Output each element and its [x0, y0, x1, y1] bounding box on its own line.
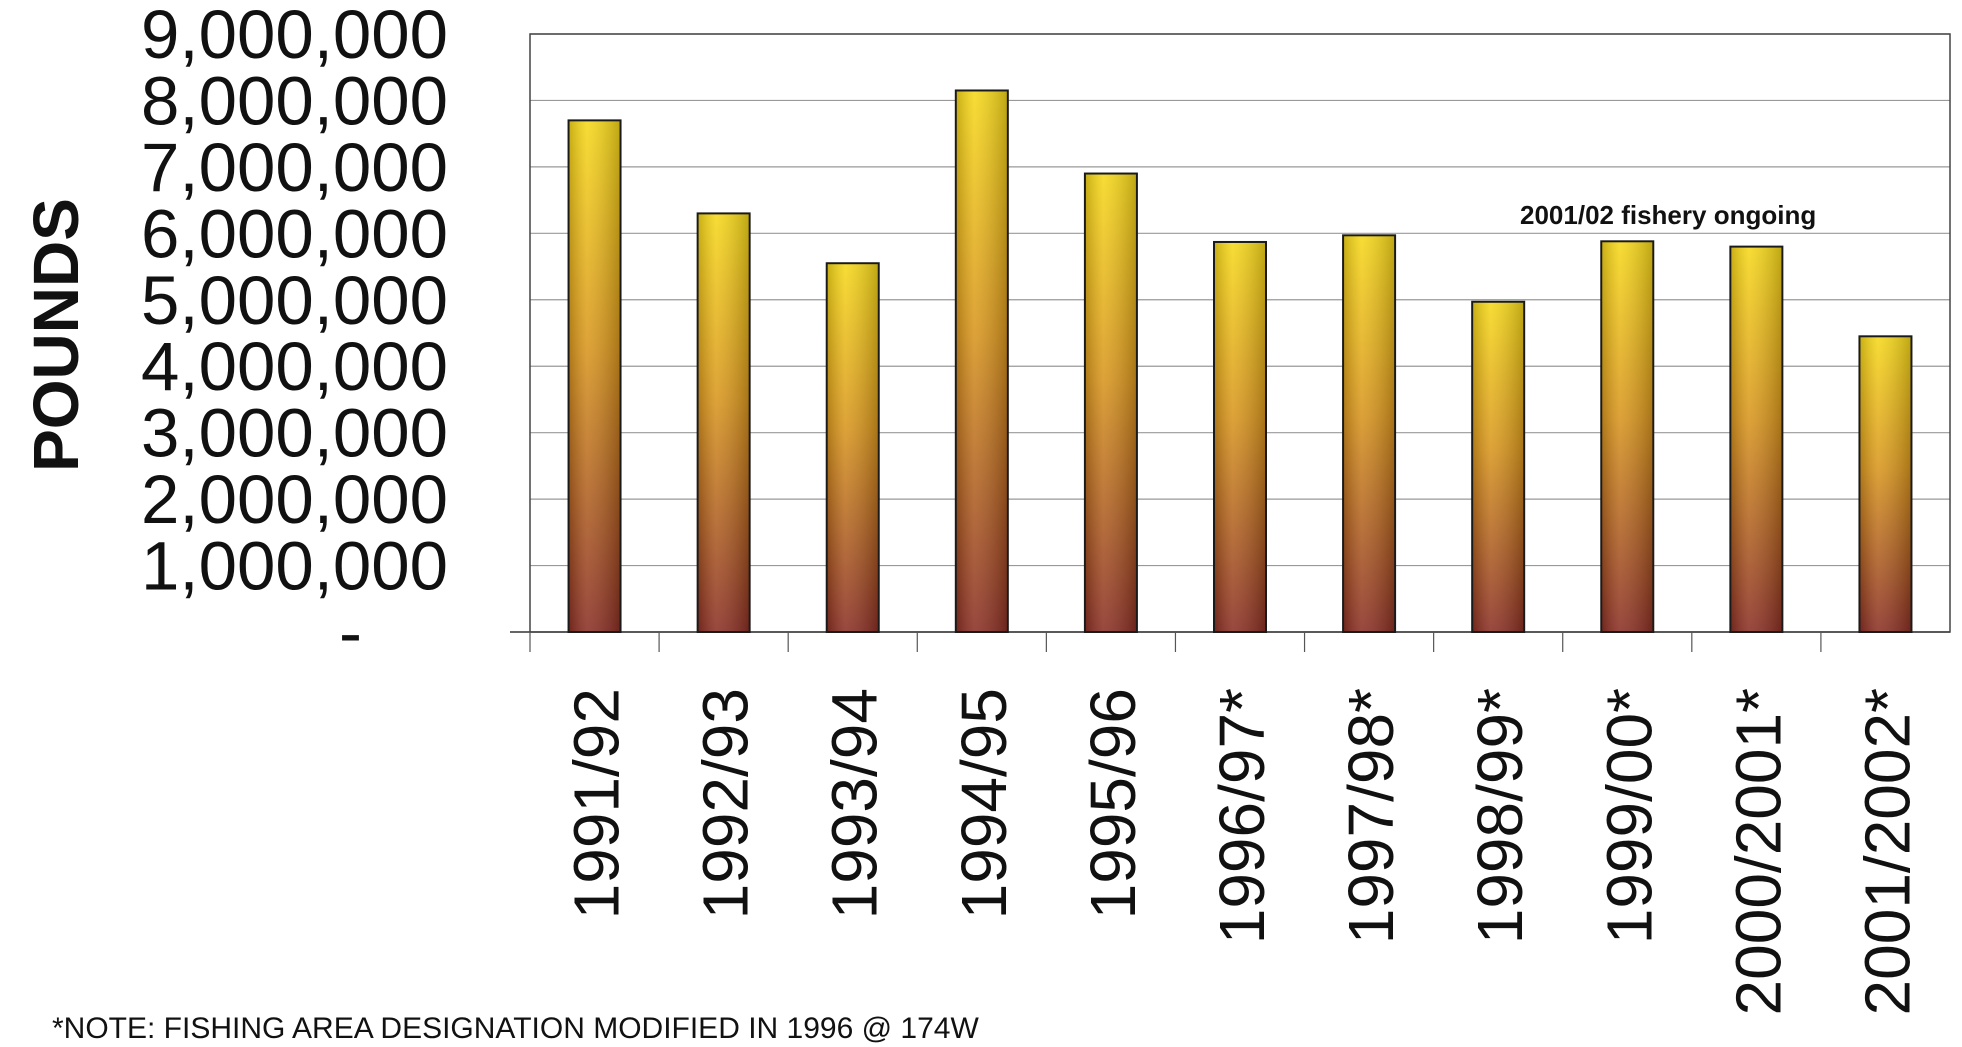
y-tick-label: 6,000,000: [141, 195, 448, 272]
bars: [567, 89, 1913, 634]
bar: [1729, 245, 1784, 633]
bar: [954, 89, 1009, 633]
x-tick-label: 2000/2001*: [1722, 688, 1794, 1015]
bar: [1471, 300, 1526, 633]
bar-shading: [1473, 302, 1524, 631]
bar-shading: [1085, 174, 1136, 632]
y-tick-label: 1,000,000: [141, 528, 448, 605]
bar: [696, 212, 751, 633]
bar-shading: [1860, 337, 1911, 631]
bar: [1858, 335, 1913, 633]
x-tick-label: 1998/99*: [1464, 688, 1536, 944]
y-tick-label: 2,000,000: [141, 461, 448, 538]
bar-shading: [698, 214, 749, 631]
x-tick-label: 1999/00*: [1593, 688, 1665, 944]
bar: [825, 262, 880, 633]
bar-shading: [956, 91, 1007, 631]
y-tick-label: 8,000,000: [141, 62, 448, 139]
x-tick-label: 1996/97*: [1206, 688, 1278, 944]
bar: [1083, 172, 1138, 634]
y-tick-label: 9,000,000: [141, 0, 448, 73]
x-tick-label: 2001/2002*: [1851, 688, 1923, 1015]
y-tick-label: 3,000,000: [141, 395, 448, 472]
y-axis-label: POUNDS: [20, 198, 92, 472]
y-axis-ticks: -1,000,0002,000,0003,000,0004,000,0005,0…: [141, 0, 448, 671]
x-tick-label: 1995/96: [1077, 688, 1149, 919]
annotation-fishery-ongoing: 2001/02 fishery ongoing: [1520, 200, 1816, 230]
y-tick-label: -: [339, 594, 362, 671]
bar-shading: [1344, 236, 1395, 631]
bar-shading: [569, 121, 620, 631]
bar: [1213, 240, 1267, 634]
footnote: *NOTE: FISHING AREA DESIGNATION MODIFIED…: [52, 1012, 979, 1045]
bar: [1342, 234, 1397, 633]
bar-shading: [827, 264, 878, 631]
x-tick-label: 1991/92: [561, 688, 633, 919]
bar-shading: [1215, 242, 1265, 631]
bar: [1600, 240, 1655, 633]
x-axis-ticks: 1991/92 1992/93 1993/94 1994/95 1995/96 1996/…: [529, 632, 1923, 1015]
y-tick-label: 5,000,000: [141, 262, 448, 339]
x-tick-label: 1992/93: [690, 688, 762, 919]
x-tick-label: 1994/95: [948, 688, 1020, 919]
bar-shading: [1731, 247, 1782, 631]
x-tick-label: 1993/94: [819, 688, 891, 919]
bar-shading: [1602, 242, 1653, 631]
bar: [567, 119, 622, 633]
x-tick-label: 1997/98*: [1335, 688, 1407, 944]
y-tick-label: 4,000,000: [141, 328, 448, 405]
y-tick-label: 7,000,000: [141, 129, 448, 206]
